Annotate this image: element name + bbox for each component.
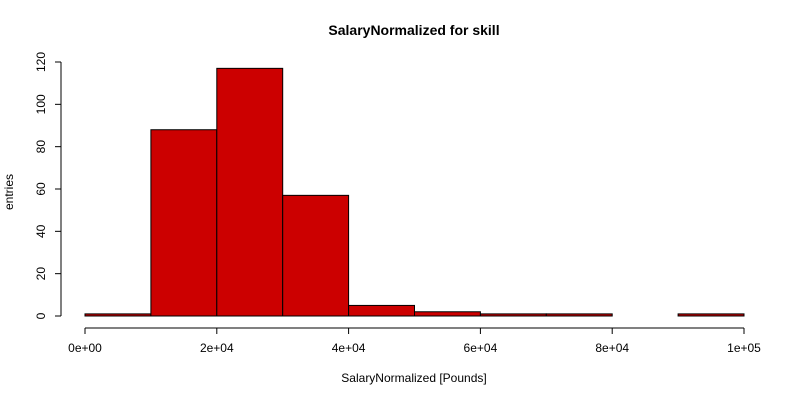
y-axis: 0 20 40 60 80 100 120	[34, 52, 62, 319]
histogram-bar	[216, 67, 284, 317]
x-tick-label: 0e+00	[68, 341, 102, 355]
histogram-bar	[414, 311, 481, 317]
y-tick-label: 60	[34, 182, 48, 196]
x-axis-label: SalaryNormalized [Pounds]	[341, 371, 486, 385]
x-tick-label: 6e+04	[464, 341, 498, 355]
histogram-bar	[150, 129, 218, 317]
histogram-bar	[545, 313, 613, 317]
histogram-bar	[677, 313, 745, 317]
y-tick-label: 40	[34, 224, 48, 238]
bars-group	[84, 67, 745, 317]
y-tick-label: 80	[34, 140, 48, 154]
y-tick-label: 120	[34, 52, 48, 72]
histogram-bar	[348, 304, 416, 317]
x-tick-label: 1e+05	[727, 341, 761, 355]
histogram-bar	[479, 313, 547, 317]
chart-title: SalaryNormalized for skill	[328, 22, 499, 38]
y-tick-label: 0	[34, 312, 48, 319]
x-tick-label: 4e+04	[332, 341, 366, 355]
x-tick-label: 8e+04	[595, 341, 629, 355]
histogram-bar	[282, 194, 350, 317]
y-tick-label: 100	[34, 94, 48, 114]
y-tick-label: 20	[34, 267, 48, 281]
x-axis: 0e+00 2e+04 4e+04 6e+04 8e+04 1e+05	[68, 327, 761, 355]
x-tick-label: 2e+04	[200, 341, 234, 355]
y-axis-label: entries	[2, 174, 16, 210]
histogram-bar	[84, 313, 152, 317]
